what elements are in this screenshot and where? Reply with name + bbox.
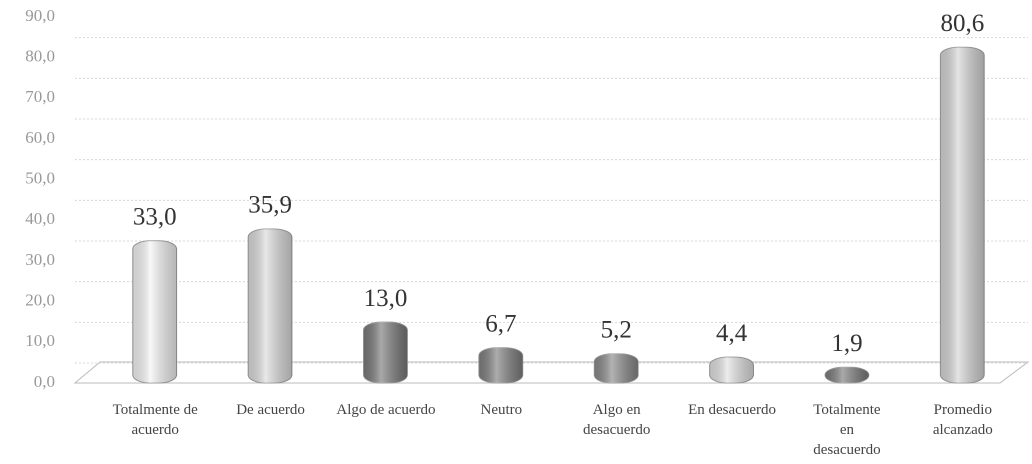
x-tick-label: De acuerdo [236, 402, 305, 418]
value-label: 5,2 [601, 317, 632, 344]
floor [73, 361, 1030, 384]
x-tick-label: Algo en desacuerdo [582, 402, 651, 438]
y-tick-label: 40,0 [25, 209, 55, 228]
bar-shade [248, 229, 292, 383]
x-tick-label: Promedio alcanzado [932, 402, 993, 438]
y-tick-label: 70,0 [25, 87, 55, 106]
y-tick-label: 30,0 [25, 250, 55, 269]
x-tick-label: Totalmente en desacuerdo [813, 402, 881, 458]
value-label: 13,0 [364, 285, 408, 312]
value-label: 80,6 [940, 10, 984, 37]
x-tick-label: Neutro [480, 402, 523, 418]
value-label: 1,9 [831, 330, 862, 357]
value-label: 33,0 [133, 204, 177, 231]
bar-shade [825, 367, 869, 383]
y-tick-label: 0,0 [34, 372, 55, 391]
x-tick-label: Totalmente de acuerdo [112, 402, 198, 438]
value-label: 35,9 [248, 192, 292, 219]
x-tick-label: En desacuerdo [688, 402, 776, 418]
bar-shade [478, 347, 523, 383]
y-tick-label: 50,0 [25, 169, 55, 188]
y-tick-label: 20,0 [25, 291, 55, 310]
value-label: 6,7 [485, 310, 516, 337]
bar-shade [709, 357, 754, 383]
x-tick-label: Algo de acuerdo [336, 402, 436, 418]
bar-shade [940, 47, 985, 384]
value-label: 4,4 [716, 320, 748, 347]
y-tick-label: 90,0 [25, 6, 55, 25]
y-tick-label: 80,0 [25, 47, 55, 66]
y-tick-label: 10,0 [25, 331, 55, 350]
bar-shade [132, 240, 177, 383]
bar-shade [594, 353, 639, 383]
y-tick-label: 60,0 [25, 128, 55, 147]
bar-shade [363, 322, 408, 383]
